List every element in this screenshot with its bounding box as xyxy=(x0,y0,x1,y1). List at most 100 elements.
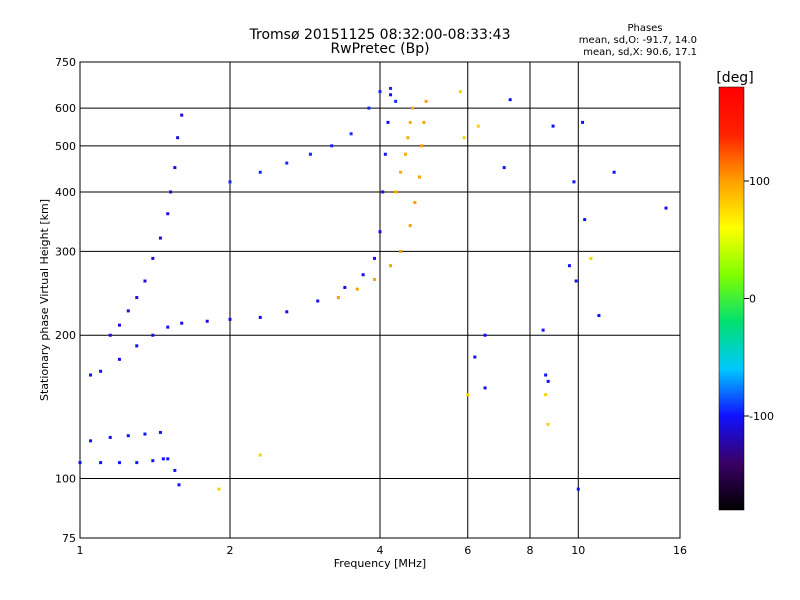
data-point xyxy=(158,236,162,240)
data-point xyxy=(420,144,424,148)
data-point xyxy=(403,152,407,156)
data-point xyxy=(343,285,347,289)
data-point xyxy=(413,201,417,205)
data-point xyxy=(205,319,209,323)
data-point xyxy=(180,113,184,117)
data-point xyxy=(389,86,393,90)
data-point xyxy=(367,106,371,110)
data-point xyxy=(373,277,377,281)
series-trace xyxy=(228,86,398,184)
data-point xyxy=(424,99,428,103)
x-tick-label: 1 xyxy=(77,544,84,557)
data-point xyxy=(176,136,180,140)
data-point xyxy=(173,468,177,472)
data-point xyxy=(581,120,585,124)
data-point xyxy=(612,170,616,174)
data-point xyxy=(664,206,668,210)
x-axis-ticks: 1 2 4 6 8 10 16 xyxy=(77,544,688,557)
series-trace xyxy=(108,113,184,337)
data-point xyxy=(355,287,359,291)
data-point xyxy=(135,344,139,348)
data-point xyxy=(378,230,382,234)
data-point xyxy=(126,434,130,438)
data-point xyxy=(473,355,477,359)
data-point xyxy=(417,175,421,179)
data-point xyxy=(544,373,548,377)
data-point xyxy=(589,256,593,260)
data-point xyxy=(158,430,162,434)
data-point xyxy=(135,296,139,300)
data-point xyxy=(551,124,555,128)
data-point xyxy=(161,457,165,461)
data-point xyxy=(228,180,232,184)
chart-subtitle: RwPretec (Bp) xyxy=(330,41,429,57)
y-tick-label: 600 xyxy=(55,102,76,115)
data-point xyxy=(574,279,578,283)
data-point xyxy=(378,90,382,94)
data-point xyxy=(458,90,462,94)
data-point xyxy=(462,136,466,140)
data-point xyxy=(597,314,601,318)
data-point xyxy=(89,373,93,377)
data-point xyxy=(99,461,103,465)
data-point xyxy=(546,379,550,383)
data-point xyxy=(166,325,170,329)
phases-heading: Phases xyxy=(627,23,662,34)
data-point xyxy=(373,256,377,260)
data-point xyxy=(361,273,365,277)
data-point xyxy=(316,299,320,303)
data-point xyxy=(108,435,112,439)
y-tick-label: 500 xyxy=(55,140,76,153)
colorbar-tick-label: 0 xyxy=(749,293,756,306)
data-point xyxy=(78,461,82,465)
data-point xyxy=(151,256,155,260)
data-point xyxy=(399,249,403,253)
x-tick-label: 16 xyxy=(673,544,687,557)
x-tick-label: 10 xyxy=(571,544,585,557)
data-point xyxy=(217,487,221,491)
data-point xyxy=(330,144,334,148)
data-point xyxy=(151,333,155,337)
y-axis-label: Stationary phase Virtual Height [km] xyxy=(38,199,51,401)
data-point xyxy=(173,166,177,170)
data-point xyxy=(383,152,387,156)
data-point xyxy=(483,386,487,390)
series-trace xyxy=(78,430,181,487)
data-point xyxy=(135,461,139,465)
data-point xyxy=(258,170,262,174)
data-point xyxy=(546,422,550,426)
data-point xyxy=(258,453,262,457)
y-tick-label: 400 xyxy=(55,186,76,199)
data-point xyxy=(399,170,403,174)
series-trace xyxy=(336,99,428,300)
data-point xyxy=(166,212,170,216)
data-point xyxy=(406,136,410,140)
data-point xyxy=(422,120,426,124)
x-tick-label: 4 xyxy=(377,544,384,557)
data-points xyxy=(78,86,668,491)
y-tick-label: 100 xyxy=(55,473,76,486)
data-point xyxy=(143,432,147,436)
data-point xyxy=(408,224,412,228)
data-point xyxy=(89,439,93,443)
x-axis-label: Frequency [MHz] xyxy=(334,557,426,570)
data-point xyxy=(166,457,170,461)
colorbar-ticks: 100 0 -100 xyxy=(744,175,774,423)
data-point xyxy=(572,180,576,184)
data-point xyxy=(567,264,571,268)
series-trace xyxy=(217,90,593,491)
data-point xyxy=(483,333,487,337)
data-point xyxy=(583,218,587,222)
data-point xyxy=(411,106,415,110)
data-point xyxy=(476,124,480,128)
phase-o-stats: mean, sd,O: -91.7, 14.0 xyxy=(579,35,697,46)
data-point xyxy=(394,190,398,194)
data-point xyxy=(394,99,398,103)
phase-x-stats: mean, sd,X: 90.6, 17.1 xyxy=(583,47,697,58)
data-point xyxy=(386,120,390,124)
grid-lines xyxy=(80,62,680,538)
data-point xyxy=(502,166,506,170)
data-point xyxy=(336,296,340,300)
series-trace xyxy=(394,106,415,194)
